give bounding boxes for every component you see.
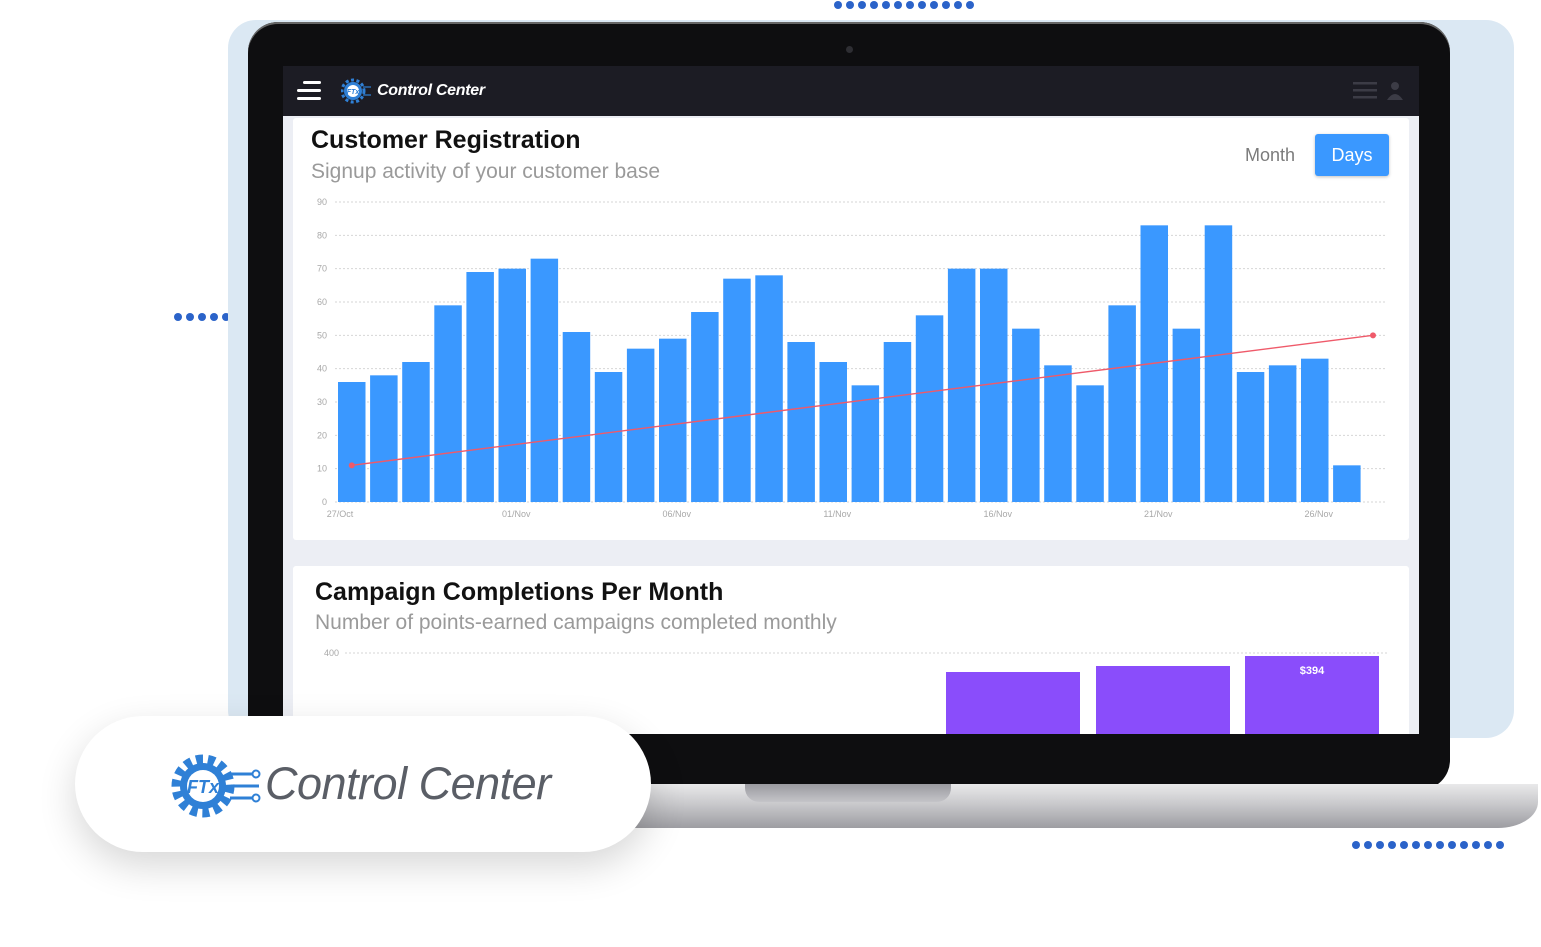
- y-tick-label: 90: [317, 197, 327, 207]
- registration-bar: [1012, 328, 1040, 502]
- ftx-gear-logo-icon: FTx: [171, 754, 261, 818]
- top-navigation-bar: FTx Control Center: [283, 66, 1419, 116]
- y-tick-label: 60: [317, 297, 327, 307]
- registration-bar: [1301, 358, 1329, 502]
- app-brand[interactable]: FTx Control Center: [341, 78, 485, 104]
- y-tick-label: 0: [322, 497, 327, 507]
- campaign-bar: [1096, 666, 1230, 734]
- topbar-actions: [1353, 80, 1405, 100]
- registration-bar: [659, 338, 687, 502]
- registration-bar: [787, 342, 815, 502]
- registration-bar: [691, 312, 719, 502]
- customer-registration-card: Customer Registration Signup activity of…: [293, 118, 1409, 540]
- campaign-bar-chart: 400 $394: [324, 648, 1387, 734]
- registration-bar: [498, 268, 526, 502]
- trend-start-point: [348, 462, 355, 469]
- campaign-bar: [1245, 656, 1379, 734]
- registration-bar: [851, 385, 880, 502]
- webcam-icon: [846, 46, 853, 53]
- x-tick-label: 16/Nov: [983, 509, 1012, 519]
- y-tick-label: 70: [317, 264, 327, 274]
- trend-end-point: [1370, 332, 1376, 339]
- registration-bar: [819, 362, 847, 502]
- registration-bar: [1108, 305, 1136, 502]
- app-name: Control Center: [377, 82, 485, 99]
- registration-bar: [402, 362, 430, 502]
- badge-app-name: Control Center: [265, 758, 551, 809]
- days-toggle-button[interactable]: Days: [1315, 134, 1389, 176]
- brand-logo-text: FTx: [347, 89, 361, 96]
- gear-logo-icon: FTx: [341, 78, 371, 104]
- x-tick-label: 01/Nov: [502, 509, 531, 519]
- trend-line: [351, 334, 1374, 467]
- registration-bar: [1333, 465, 1361, 502]
- campaign-completions-card: Campaign Completions Per Month Number of…: [293, 566, 1409, 734]
- registration-bar: [562, 332, 591, 502]
- registration-title: Customer Registration: [311, 126, 581, 154]
- x-tick-label: 27/Oct: [327, 509, 354, 519]
- app-screen: FTx Control Center Customer Registration…: [283, 66, 1419, 734]
- campaign-subtitle: Number of points-earned campaigns comple…: [315, 611, 837, 634]
- campaign-title: Campaign Completions Per Month: [315, 578, 724, 606]
- registration-subtitle: Signup activity of your customer base: [311, 160, 661, 183]
- registration-bar: [1204, 225, 1233, 503]
- x-tick-label: 11/Nov: [823, 509, 851, 519]
- laptop-notch: [745, 784, 951, 802]
- brand-badge: FTx Control Center: [75, 716, 651, 852]
- registration-bar: [370, 375, 398, 502]
- registration-bar: [626, 348, 655, 502]
- decorative-dots-bottom-right: [1352, 841, 1504, 849]
- y-tick-label: 50: [317, 330, 327, 340]
- campaign-bar: [946, 672, 1080, 734]
- month-toggle-button[interactable]: Month: [1244, 145, 1296, 165]
- registration-bar: [1268, 365, 1297, 502]
- y-tick-label: 40: [317, 364, 327, 374]
- registration-bar: [1076, 385, 1104, 502]
- x-tick-label: 21/Nov: [1144, 509, 1173, 519]
- list-icon[interactable]: [1353, 80, 1377, 100]
- y-tick-label: 10: [317, 464, 327, 474]
- registration-bar: [338, 382, 366, 502]
- y-tick-label: 20: [317, 430, 327, 440]
- registration-bar: [947, 268, 976, 502]
- registration-bar: [915, 315, 944, 502]
- registration-bar: [755, 275, 783, 502]
- registration-bar: [1236, 372, 1265, 502]
- registration-bar: [723, 278, 751, 502]
- registration-bar: [883, 342, 912, 502]
- registration-bar: [1172, 328, 1201, 502]
- registration-bar: [466, 272, 494, 502]
- x-tick-label: 06/Nov: [662, 509, 691, 519]
- user-icon[interactable]: [1385, 80, 1405, 100]
- campaign-bar-data-label: $394: [1300, 665, 1325, 677]
- registration-bar-chart: 0 10 20 30 40 50 60 70 80 90 27/Oct 01/Nov 06/Nov 11/…: [317, 197, 1387, 519]
- decorative-dots-top: [834, 1, 974, 9]
- registration-bar: [530, 258, 559, 502]
- x-tick-label: 26/Nov: [1304, 509, 1333, 519]
- y-tick-label: 30: [317, 397, 327, 407]
- registration-bar: [594, 372, 623, 502]
- badge-logo-text: FTx: [187, 777, 220, 797]
- y-tick-label: 80: [317, 230, 327, 240]
- hamburger-menu-icon[interactable]: [291, 77, 321, 105]
- y-tick-label: 400: [324, 648, 339, 658]
- registration-bar: [1044, 365, 1072, 502]
- registration-bar: [434, 305, 462, 502]
